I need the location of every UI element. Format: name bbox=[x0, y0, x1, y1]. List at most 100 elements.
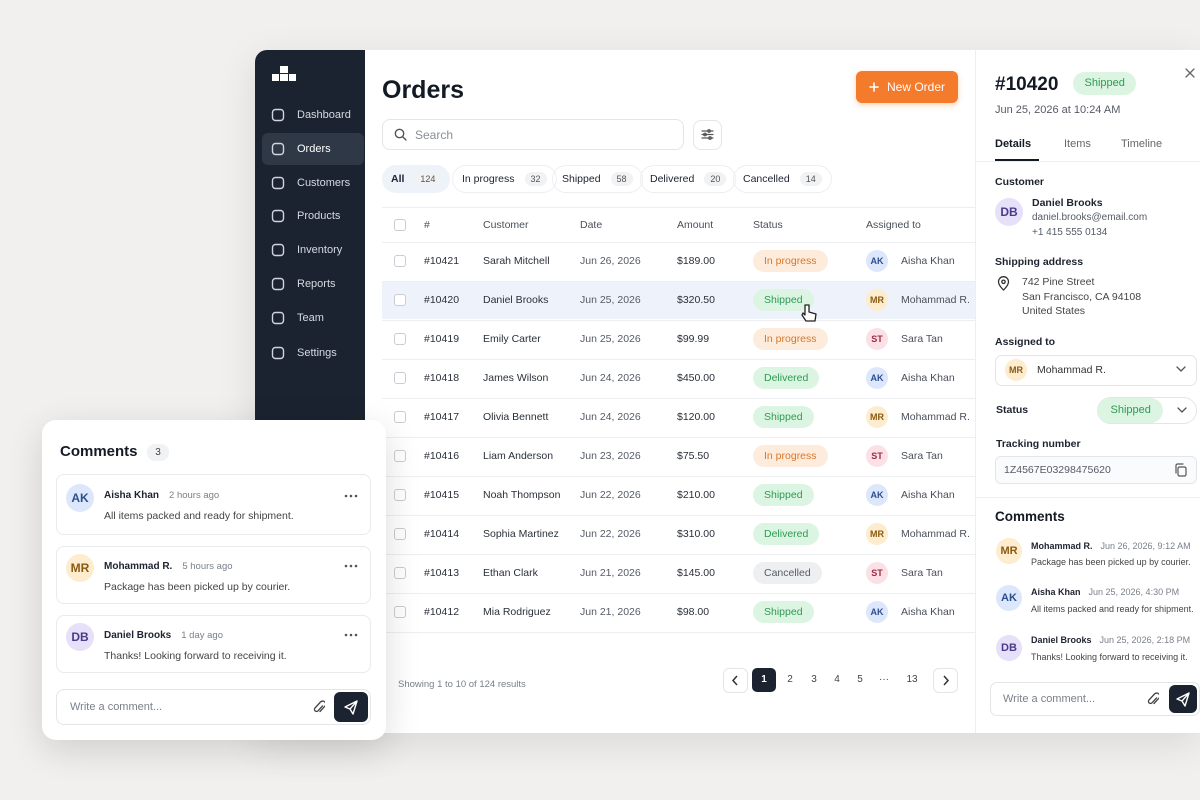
icon-part bbox=[271, 108, 285, 122]
detail-tab[interactable]: Items bbox=[1064, 138, 1091, 150]
row-checkbox[interactable] bbox=[394, 411, 406, 423]
comment-placeholder: Write a comment... bbox=[1003, 693, 1096, 705]
row-checkbox[interactable] bbox=[394, 450, 406, 462]
icon-part bbox=[869, 82, 879, 92]
row-separator bbox=[382, 553, 975, 555]
table-bottom-border bbox=[382, 632, 975, 633]
icon-part bbox=[707, 129, 711, 133]
order-id[interactable]: #10416 bbox=[424, 449, 460, 462]
nav-item[interactable]: Dashboard bbox=[297, 109, 351, 121]
row-checkbox[interactable] bbox=[394, 489, 406, 501]
page-button[interactable]: 5 bbox=[857, 674, 863, 685]
order-date: Jun 21, 2026 bbox=[580, 605, 641, 618]
nav-item[interactable]: Team bbox=[297, 312, 324, 324]
avatar: ST bbox=[866, 562, 888, 584]
nav-item[interactable]: Reports bbox=[297, 278, 336, 290]
order-id[interactable]: #10419 bbox=[424, 332, 460, 345]
comment-author: Daniel Brooks bbox=[104, 629, 172, 641]
row-checkbox[interactable] bbox=[394, 333, 406, 345]
order-id[interactable]: #10415 bbox=[424, 488, 460, 501]
icon-part bbox=[1147, 692, 1159, 705]
row-checkbox[interactable] bbox=[394, 294, 406, 306]
nav-item[interactable]: Products bbox=[297, 210, 341, 222]
row-checkbox[interactable] bbox=[394, 255, 406, 267]
comment-menu[interactable] bbox=[343, 493, 359, 499]
order-id[interactable]: #10417 bbox=[424, 410, 460, 423]
filter-button[interactable] bbox=[693, 120, 722, 150]
customer-name: Noah Thompson bbox=[483, 488, 561, 501]
nav-item[interactable]: Inventory bbox=[297, 244, 343, 256]
comment-head: Mohammad R. 5 hours ago bbox=[104, 558, 233, 574]
search-box[interactable] bbox=[382, 119, 684, 150]
row-separator bbox=[382, 475, 975, 477]
page-button[interactable]: 1 bbox=[752, 668, 776, 692]
send-button[interactable] bbox=[334, 692, 368, 722]
order-id[interactable]: #10420 bbox=[424, 293, 460, 306]
comment-card bbox=[56, 474, 371, 535]
icon-part bbox=[997, 276, 1010, 291]
row-checkbox[interactable] bbox=[394, 528, 406, 540]
row-checkbox[interactable] bbox=[394, 372, 406, 384]
nav-icon bbox=[271, 142, 285, 156]
column-header: Customer bbox=[483, 218, 529, 231]
filter-tab[interactable]: Shipped 58 bbox=[552, 165, 643, 193]
row-separator bbox=[382, 397, 975, 399]
page-button[interactable]: 4 bbox=[834, 674, 840, 685]
nav-item[interactable]: Orders bbox=[297, 143, 331, 155]
order-id[interactable]: #10421 bbox=[424, 254, 460, 267]
page-button[interactable]: 3 bbox=[811, 674, 817, 685]
icon-part bbox=[1177, 466, 1187, 477]
detail-tab[interactable]: Details bbox=[995, 138, 1032, 150]
avatar: AK bbox=[866, 367, 888, 389]
order-id[interactable]: #10418 bbox=[424, 371, 460, 384]
nav-item[interactable]: Settings bbox=[297, 347, 337, 359]
comment-menu[interactable] bbox=[343, 563, 359, 569]
icon-part bbox=[271, 346, 285, 360]
header-checkbox[interactable] bbox=[394, 219, 406, 231]
filter-tab[interactable]: Delivered 20 bbox=[640, 165, 737, 193]
new-order-button[interactable]: New Order bbox=[856, 71, 958, 103]
order-id[interactable]: #10413 bbox=[424, 566, 460, 579]
filter-icon bbox=[701, 128, 714, 141]
comment-author: Daniel Brooks bbox=[1031, 635, 1092, 645]
section-label: Status bbox=[996, 403, 1029, 416]
icon-part bbox=[1176, 366, 1186, 372]
avatar: AK bbox=[866, 484, 888, 506]
page-button[interactable]: 13 bbox=[906, 674, 918, 685]
comment-menu[interactable] bbox=[343, 632, 359, 638]
icon-part bbox=[271, 176, 285, 190]
row-checkbox[interactable] bbox=[394, 567, 406, 579]
assignee-name: Sara Tan bbox=[901, 449, 943, 462]
page-button[interactable]: 2 bbox=[787, 674, 793, 685]
avatar: AK bbox=[866, 250, 888, 272]
avatar: MR bbox=[1005, 359, 1027, 381]
filter-tab[interactable]: Cancelled 14 bbox=[733, 165, 832, 193]
prev-page[interactable] bbox=[723, 668, 748, 693]
filter-tab[interactable]: All 124 bbox=[382, 165, 451, 193]
order-id[interactable]: #10414 bbox=[424, 527, 460, 540]
order-date: Jun 24, 2026 bbox=[580, 410, 641, 423]
address-line: 742 Pine Street bbox=[1022, 275, 1095, 288]
comment-time: 1 day ago bbox=[181, 629, 223, 641]
next-page[interactable] bbox=[933, 668, 958, 693]
page-button[interactable]: ··· bbox=[879, 674, 889, 685]
send-button[interactable] bbox=[1169, 685, 1197, 713]
assignee-select[interactable] bbox=[995, 355, 1197, 386]
status-badge: Delivered bbox=[753, 367, 820, 389]
comments-panel-title: Comments bbox=[60, 443, 138, 460]
icon-part bbox=[997, 276, 1010, 291]
order-number: #10420 bbox=[995, 74, 1059, 95]
icon-part bbox=[394, 128, 407, 141]
comment-input[interactable] bbox=[56, 689, 371, 725]
status-select[interactable] bbox=[1097, 397, 1197, 424]
order-id[interactable]: #10412 bbox=[424, 605, 460, 618]
avatar: DB bbox=[996, 635, 1022, 661]
status-badge: Shipped bbox=[1098, 398, 1164, 423]
filter-tab[interactable]: In progress 32 bbox=[452, 165, 557, 193]
column-header: Date bbox=[580, 218, 603, 231]
nav-icon bbox=[271, 311, 285, 325]
nav-active-bg bbox=[262, 133, 364, 165]
detail-tab[interactable]: Timeline bbox=[1121, 138, 1163, 150]
row-checkbox[interactable] bbox=[394, 606, 406, 618]
nav-item[interactable]: Customers bbox=[297, 177, 351, 189]
